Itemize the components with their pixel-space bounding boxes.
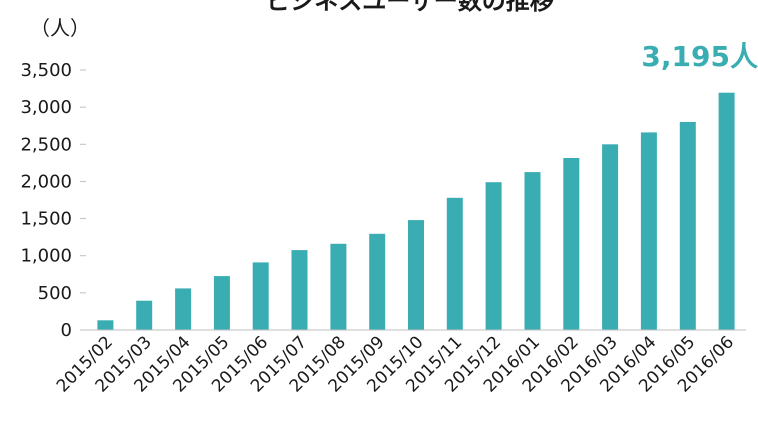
y-tick-label: 2,500 [20,134,72,155]
y-tick-label: 3,000 [20,97,72,118]
y-axis-ticks: 0 500 1,000 1,500 2,000 2,500 3,000 3,500 [20,60,86,341]
bar [136,300,153,330]
bar [369,233,386,330]
x-axis-ticks: 2015/022015/032015/042015/052015/062015/… [53,332,738,396]
y-tick-label: 1,000 [20,246,72,267]
bar [563,158,580,330]
bar [330,243,347,330]
bar [408,220,424,330]
y-tick-label: 500 [38,283,72,304]
y-tick-label: 2,000 [20,171,72,192]
y-axis-unit-label: （人） [30,16,90,40]
bar [602,144,619,330]
bars [97,92,735,330]
y-tick-label: 3,500 [20,60,72,81]
bar [524,172,541,330]
bar [679,122,696,330]
bar [446,197,463,330]
y-tick-label: 1,500 [20,209,72,230]
chart-title: ビジネスユーザー数の推移 [266,0,554,15]
bar [291,250,308,330]
bar [97,320,114,330]
bar [175,288,192,330]
bar [640,132,657,330]
bar [718,92,735,330]
bar [252,262,269,330]
latest-value-callout: 3,195人 [641,40,758,73]
bar [213,276,230,330]
bar [485,182,502,330]
y-tick-label: 0 [61,320,72,341]
